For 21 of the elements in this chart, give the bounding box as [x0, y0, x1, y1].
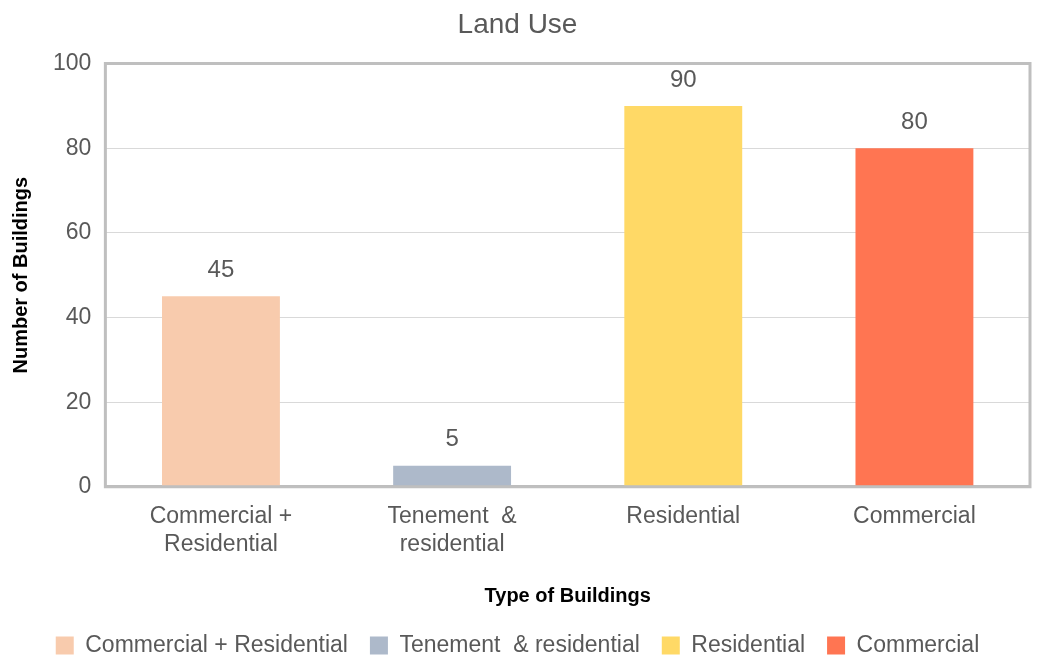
- x-axis-title: Type of Buildings: [484, 583, 651, 606]
- legend-label: Tenement & residential: [399, 630, 640, 657]
- y-tick-label: 80: [65, 133, 92, 160]
- y-tick-label: 60: [65, 218, 92, 245]
- x-tick-label: Commercial: [853, 501, 976, 528]
- chart-title: Land Use: [457, 7, 578, 39]
- legend-label: Residential: [691, 630, 806, 657]
- legend-label: Commercial + Residential: [85, 630, 348, 657]
- y-tick-label: 20: [65, 387, 92, 414]
- data-label: 90: [669, 64, 697, 92]
- data-label: 45: [207, 254, 235, 282]
- y-axis-title: Number of Buildings: [8, 176, 31, 374]
- y-tick-label: 100: [53, 48, 92, 75]
- y-tick-label: 40: [65, 302, 92, 329]
- x-tick-label: Commercial + Residential: [149, 501, 293, 556]
- data-label: 80: [901, 106, 928, 134]
- data-label: 5: [445, 424, 459, 452]
- x-tick-label: Residential: [626, 501, 741, 528]
- legend-label: Commercial: [856, 630, 980, 657]
- x-tick-label: Tenement & residential: [387, 501, 517, 556]
- y-tick-label: 0: [78, 472, 92, 499]
